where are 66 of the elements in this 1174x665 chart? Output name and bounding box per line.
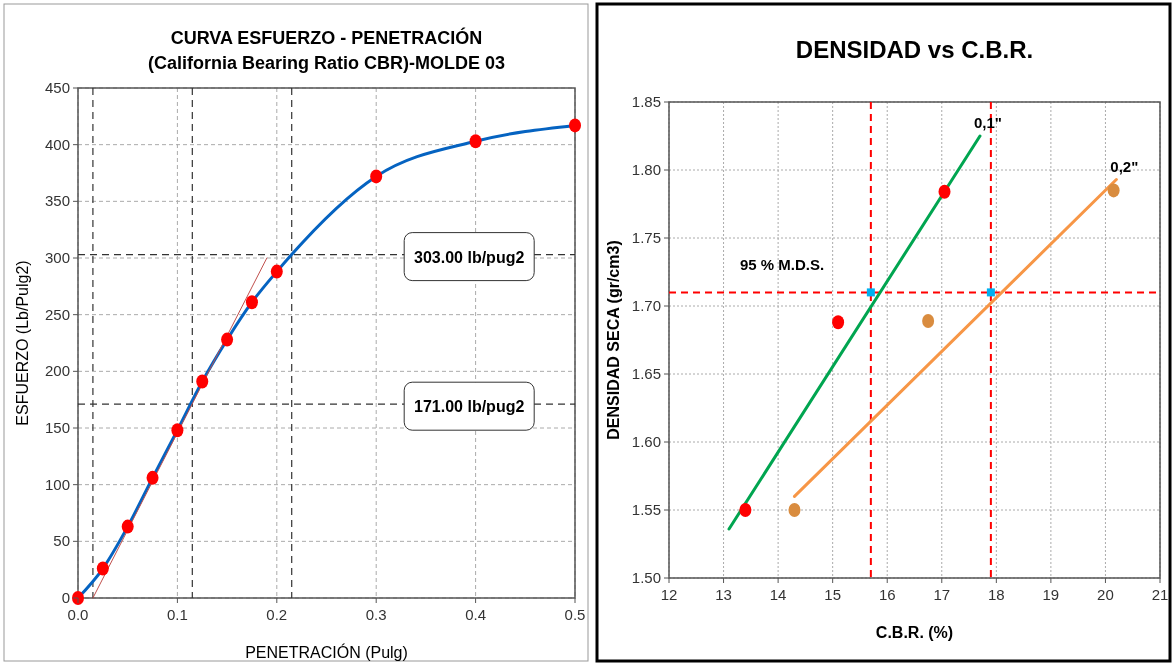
point [72, 591, 84, 605]
x-tick-label: 15 [824, 586, 842, 603]
point [938, 184, 951, 199]
y-tick-label: 300 [44, 249, 70, 266]
chart-title: CURVA ESFUERZO - PENETRACIÓN [170, 27, 483, 48]
point [270, 264, 283, 279]
point [986, 288, 995, 297]
x-tick-label: 21 [1151, 586, 1169, 603]
chart-subtitle: (California Bearing Ratio CBR)-MOLDE 03 [147, 53, 506, 73]
point [171, 423, 184, 438]
point [469, 134, 482, 149]
point [221, 332, 234, 347]
point [1107, 183, 1120, 198]
y-tick-label: 1.70 [631, 297, 661, 314]
y-tick-label: 1.85 [631, 93, 661, 110]
x-tick-label: 0.2 [266, 606, 288, 623]
y-tick-label: 1.60 [631, 433, 661, 450]
ref-line-label: 303.00 lb/pug2 [414, 248, 525, 266]
x-tick-label: 13 [715, 586, 732, 603]
ref-line-label: 171.00 lb/pug2 [414, 398, 525, 416]
y-tick-label: 350 [44, 192, 70, 210]
x-tick-label: 12 [660, 586, 678, 603]
y-tick-label: 450 [44, 79, 70, 96]
y-tick-label: 1.55 [631, 501, 661, 518]
point [739, 503, 752, 517]
x-axis-title: C.B.R. (%) [875, 624, 954, 641]
point [245, 295, 258, 310]
series-label: 0,2" [1110, 157, 1139, 175]
y-tick-label: 1.50 [631, 569, 661, 586]
x-tick-label: 0.1 [166, 606, 188, 623]
y-tick-label: 1.65 [631, 365, 661, 382]
y-tick-label: 1.75 [631, 229, 661, 246]
point [146, 470, 159, 485]
x-tick-label: 19 [1042, 586, 1060, 603]
x-tick-label: 16 [878, 586, 896, 603]
point [370, 169, 383, 184]
y-tick-label: 0 [61, 589, 70, 606]
y-tick-label: 100 [44, 475, 70, 493]
x-tick-label: 0.5 [564, 606, 586, 623]
y-axis-title: DENSIDAD SECA (gr/cm3) [605, 240, 622, 440]
x-tick-label: 14 [769, 586, 787, 603]
y-tick-label: 50 [53, 532, 70, 550]
point [922, 313, 935, 328]
point [96, 561, 109, 576]
y-tick-label: 150 [44, 419, 70, 436]
y-axis-title: ESFUERZO (Lb/Pulg2) [14, 260, 31, 426]
x-tick-label: 0.0 [67, 606, 89, 623]
x-axis-title: PENETRACIÓN (Pulg) [245, 643, 408, 661]
annotation: 95 % M.D.S. [739, 256, 825, 274]
chart-title: DENSIDAD vs C.B.R. [795, 36, 1034, 63]
point [196, 374, 209, 389]
series-label: 0,1" [973, 114, 1002, 131]
y-tick-label: 400 [44, 135, 70, 153]
y-tick-label: 250 [44, 305, 70, 323]
point [121, 519, 134, 534]
y-tick-label: 1.80 [631, 161, 661, 178]
y-tick-label: 200 [44, 362, 70, 380]
x-tick-label: 17 [933, 586, 951, 603]
x-tick-label: 0.3 [365, 606, 387, 623]
point [569, 118, 581, 133]
point [832, 315, 845, 330]
x-tick-label: 20 [1097, 586, 1114, 603]
x-tick-label: 18 [987, 586, 1005, 603]
point [788, 503, 801, 517]
x-tick-label: 0.4 [465, 606, 487, 623]
point [866, 288, 875, 297]
